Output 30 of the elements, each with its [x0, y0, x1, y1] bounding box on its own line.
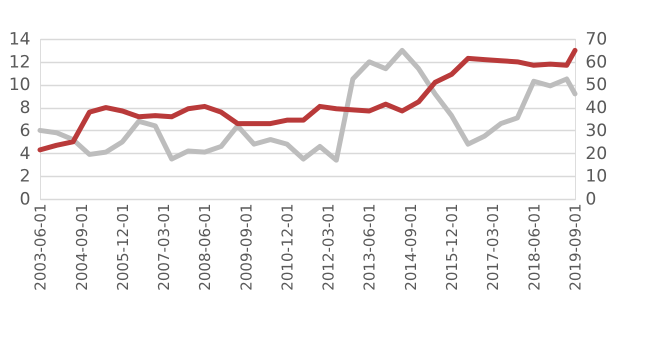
x-tick-label: 2004-09-01	[72, 204, 91, 291]
y2-tick-label: 0	[586, 190, 596, 210]
x-tick-label: 2014-09-01	[402, 204, 420, 291]
y2-tick-label: 40	[586, 98, 608, 118]
y-tick-label: 0	[20, 190, 30, 210]
y-tick-label: 2	[20, 166, 30, 187]
y2-tick-label: 10	[586, 166, 608, 187]
y-tick-label: 6	[20, 120, 30, 141]
x-tick-label: 2017-03-01	[484, 204, 502, 291]
x-tick-label: 2012-03-01	[320, 204, 338, 291]
x-tick-label: 2013-06-01	[360, 204, 379, 291]
x-tick-label: 2009-09-01	[237, 204, 256, 291]
y-tick-label: 4	[20, 144, 30, 164]
y-tick-label: 12	[8, 52, 30, 72]
x-tick-label: 2019-09-01	[566, 204, 584, 291]
x-tick-label: 2010-12-01	[278, 204, 296, 291]
y2-tick-label: 20	[586, 144, 608, 164]
y2-tick-label: 50	[586, 75, 608, 96]
x-tick-label: 2008-06-01	[196, 204, 214, 291]
x-tick-label: 2003-06-01	[32, 204, 50, 291]
x-tick-label: 2015-12-01	[443, 204, 462, 291]
x-tick-label: 2005-12-01	[114, 204, 132, 291]
y-tick-label: 8	[20, 98, 30, 118]
x-tick-label: 2018-06-01	[525, 204, 544, 291]
y-tick-label: 14	[8, 30, 30, 50]
x-tick-label: 2007-03-01	[154, 204, 173, 291]
y2-tick-label: 60	[586, 52, 608, 72]
y-tick-label: 10	[8, 75, 30, 96]
y2-tick-label: 70	[586, 30, 608, 50]
y2-tick-label: 30	[586, 120, 608, 141]
